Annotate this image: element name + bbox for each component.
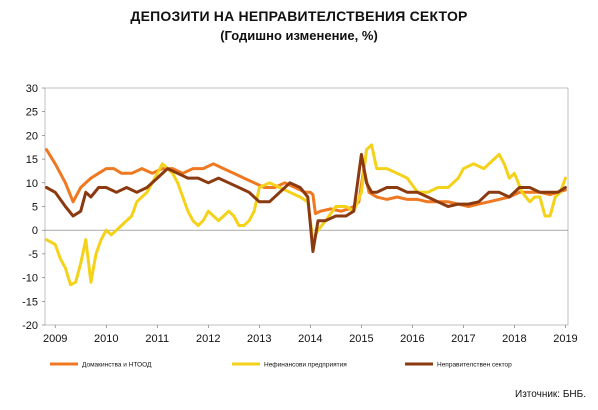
series-line-2 [45,143,567,287]
legend-label-3: Неправителствен сектор [437,362,512,369]
x-tick-label: 2013 [247,333,271,345]
x-tick-label: 2014 [298,333,322,345]
x-tick-label: 2010 [94,333,118,345]
legend-label-2: Нефинансови предприятия [264,362,347,369]
y-tick-label: -15 [22,296,38,308]
x-tick-label: 2009 [43,333,67,345]
y-tick-label: 30 [26,83,38,95]
series-line-1 [45,148,567,216]
y-tick-label: -20 [22,320,38,332]
series-line-3 [45,152,567,253]
source-note: Източник: БНБ. [515,389,586,400]
y-tick-label: 0 [32,225,38,237]
x-tick-label: 2016 [400,333,424,345]
x-tick-label: 2015 [349,333,373,345]
y-tick-label: -5 [28,249,38,261]
plot-frame [44,87,569,326]
x-tick-label: 2011 [145,333,169,345]
legend-label-1: Домакинства и НТООД [82,362,152,369]
x-tick-label: 2019 [553,333,577,345]
x-tick-label: 2018 [502,333,526,345]
y-tick-label: 20 [26,130,38,142]
y-tick-label: 25 [26,107,38,119]
chart-title: ДЕПОЗИТИ НА НЕПРАВИТЕЛСТВЕНИЯ СЕКТОР [130,8,468,24]
y-tick-label: 10 [26,178,38,190]
x-tick-label: 2012 [196,333,220,345]
y-tick-label: 5 [32,202,38,214]
y-tick-label: 15 [26,154,38,166]
y-tick-label: -10 [22,273,38,285]
x-tick-label: 2017 [451,333,475,345]
chart-subtitle: (Годишно изменение, %) [220,28,378,43]
